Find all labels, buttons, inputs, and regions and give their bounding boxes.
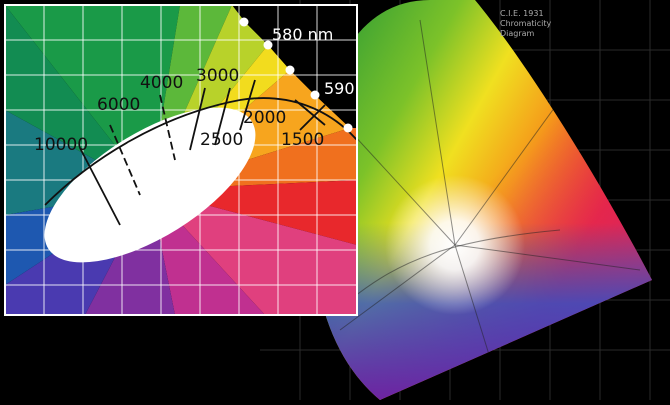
- temperature-label: 6000: [97, 95, 140, 115]
- temperature-label: 2500: [200, 130, 243, 150]
- white-region: [44, 107, 256, 263]
- temperature-label: 4000: [140, 73, 183, 93]
- planckian-locus: [44, 79, 357, 226]
- wavelength-label: 590: [324, 79, 355, 98]
- temperature-label: 10000: [34, 135, 88, 155]
- spectral-points: [239, 17, 353, 133]
- wavelength-label: 580 nm: [272, 25, 333, 44]
- title-line: Diagram: [500, 29, 535, 38]
- title-line: C.I.E. 1931: [500, 9, 544, 18]
- title-line: Chromaticity: [500, 19, 551, 28]
- temperature-label: 2000: [243, 108, 286, 128]
- inset-border: [4, 4, 358, 316]
- diagram-title: C.I.E. 1931 Chromaticity Diagram: [500, 9, 551, 38]
- temperature-label: 3000: [196, 66, 239, 86]
- temperature-label: 1500: [281, 130, 324, 150]
- inset: 580 nm 590 10000 6000 4000 3000 2500 200…: [5, 5, 357, 315]
